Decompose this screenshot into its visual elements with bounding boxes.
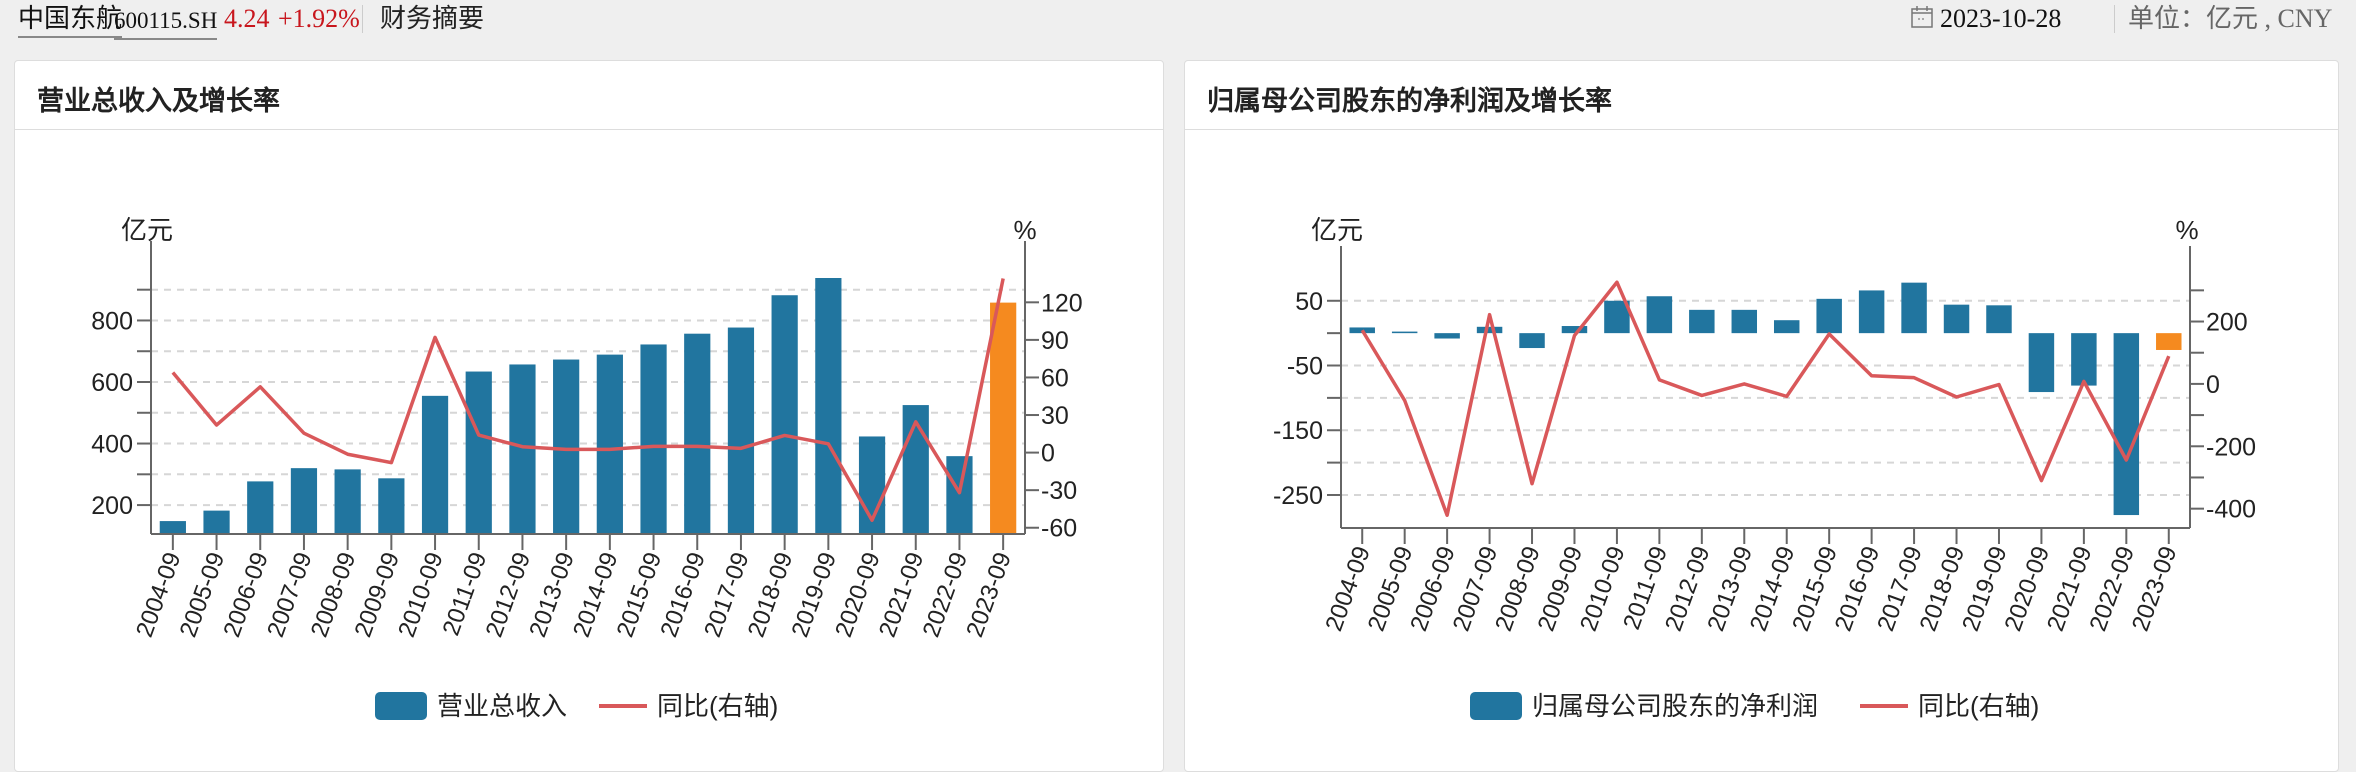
bar [247,481,274,534]
bar [1816,298,1842,334]
divider [362,5,363,33]
bar [946,456,973,534]
left-axis-unit: 亿元 [1311,215,1363,245]
right-axis-tick-label: 120 [1041,289,1083,317]
section-title: 财务摘要 [380,4,485,33]
profit-chart-panel: 归属母公司股东的净利润及增长率 -250 -150 -50 50 -400 -200 0 20… [1184,60,2339,772]
right-axis-tick-label: 30 [1041,402,1069,430]
bar [1689,309,1715,334]
bar [1604,300,1630,334]
stock-name-link[interactable]: 中国东航 [18,2,123,38]
bar [1561,326,1588,334]
stock-code-link[interactable]: 600115.SH [114,4,218,40]
legend-label-bar: 营业总收入 [437,691,567,721]
left-axis-tick-label: 800 [91,307,133,335]
bar [553,359,580,534]
left-axis-tick-label: 200 [91,492,133,520]
stock-change: +1.92% [278,4,360,33]
left-axis-tick-label: 600 [91,369,133,397]
revenue-chart-panel: 营业总收入及增长率 200 400 600 800 -60 -30 0 30 60 90 120 20… [14,60,1164,772]
growth-line [171,278,1005,522]
bar [596,354,623,534]
bar [378,478,405,534]
bar [771,295,798,534]
right-axis-unit: % [1013,215,1036,245]
bar [815,278,842,534]
bar [684,333,711,534]
bar [1519,333,1545,349]
legend-swatch-bar [1470,692,1522,720]
legend-label-line: 同比(右轴) [657,691,778,721]
bar [509,364,536,534]
right-axis-tick-label: -200 [2206,433,2256,461]
panel-header: 归属母公司股东的净利润及增长率 [1185,61,2338,130]
report-date[interactable]: 2023-10-28 [1940,4,2062,33]
bar [203,510,230,534]
bar [465,371,492,534]
bar [1986,305,2012,334]
right-axis-tick-label: 200 [2206,309,2248,337]
left-axis-tick-label: 400 [91,431,133,459]
left-axis-tick-label: -150 [1273,417,1323,445]
bar [990,302,1017,534]
left-axis-unit: 亿元 [121,215,173,245]
panel-title: 归属母公司股东的净利润及增长率 [1207,86,1612,116]
left-axis-tick-label: -50 [1287,353,1323,381]
bar [1646,296,1673,334]
bar [2028,333,2055,393]
right-axis-tick-label: -60 [1041,515,1077,543]
bar [2071,333,2097,386]
profit-chart: -250-150-5050-400-20002002004-092005-092… [1273,215,2256,721]
right-axis-tick-label: -400 [2206,496,2256,524]
bar [334,469,361,534]
bar [1434,333,1460,339]
right-axis-tick-label: 0 [2206,371,2220,399]
bar [1731,309,1758,334]
stock-header: 中国东航 600115.SH 4.24 +1.92% 财务摘要 2023-10-… [0,0,2356,40]
right-axis-unit: % [2175,215,2198,245]
legend-label-bar: 归属母公司股东的净利润 [1532,691,1818,721]
bar [2156,333,2182,350]
left-axis-tick-label: 50 [1295,288,1323,316]
bar [1858,290,1885,334]
bar [640,344,667,534]
unit-label: 单位：亿元 , CNY [2128,4,2333,33]
calendar-icon[interactable] [1911,6,1933,28]
bar [1476,326,1503,334]
growth-line [1360,280,2171,517]
legend-swatch-bar [375,692,427,720]
legend-label-line: 同比(右轴) [1918,691,2039,721]
bar [159,521,186,534]
bar [290,468,318,534]
panel-header: 营业总收入及增长率 [15,61,1163,130]
right-axis-tick-label: 0 [1041,440,1055,468]
right-axis-tick-label: 90 [1041,327,1069,355]
stock-price: 4.24 [224,4,270,33]
bar [1901,282,1927,334]
right-axis-tick-label: 60 [1041,364,1069,392]
bar [727,327,755,534]
bar [1943,304,1970,334]
revenue-chart: 200400600800-60-3003060901202004-092005-… [91,215,1083,721]
bar [1391,331,1418,334]
bar [421,395,449,534]
right-axis-tick-label: -30 [1041,477,1077,505]
panel-title: 营业总收入及增长率 [37,86,280,116]
divider [2114,5,2115,33]
bar [902,405,929,534]
left-axis-tick-label: -250 [1273,482,1323,510]
bar [1773,320,1800,334]
bar [2113,333,2140,516]
